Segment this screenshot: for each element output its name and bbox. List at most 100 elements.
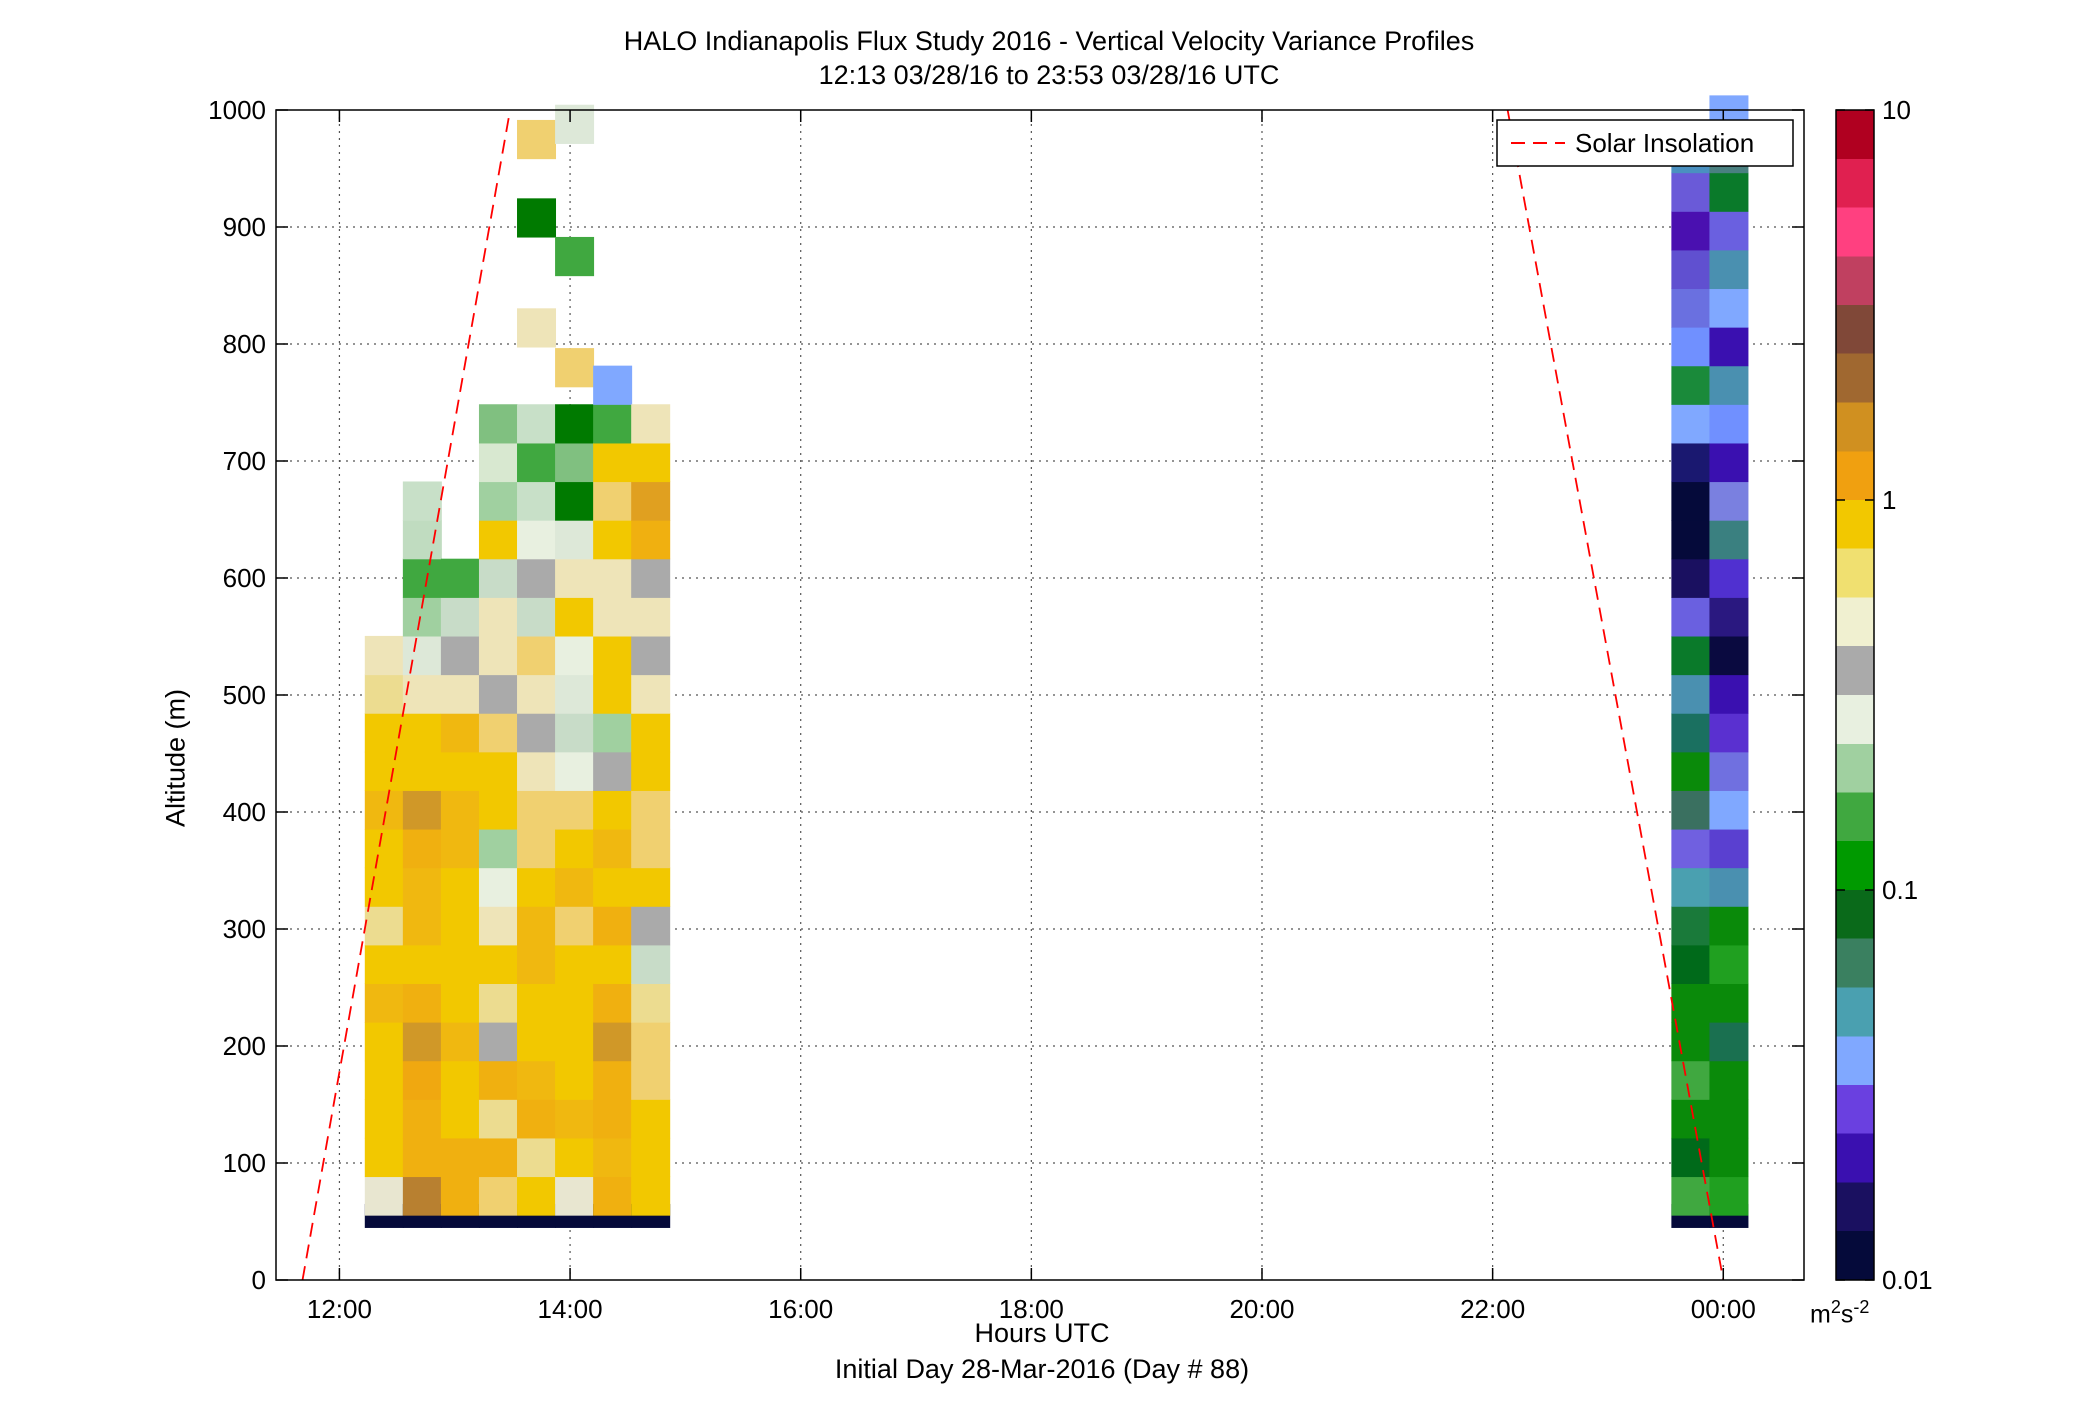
heatmap-cell — [517, 198, 557, 238]
chart-subtitle: 12:13 03/28/16 to 23:53 03/28/16 UTC — [818, 60, 1280, 90]
heatmap-cell — [478, 983, 518, 1023]
heatmap-cell — [555, 348, 595, 388]
heatmap-cell — [1671, 983, 1711, 1023]
heatmap-cell — [517, 119, 557, 160]
heatmap-cell — [478, 1099, 518, 1139]
y-tick-label: 400 — [223, 797, 266, 827]
heatmap-cell — [593, 1022, 633, 1062]
heatmap-cell — [440, 944, 480, 985]
heatmap-cell — [593, 944, 633, 985]
heatmap-cell — [1709, 751, 1749, 791]
heatmap-cell — [555, 404, 595, 444]
heatmap-cell — [517, 674, 557, 714]
heatmap-cell — [517, 1099, 557, 1139]
heatmap-cell — [631, 635, 671, 676]
heatmap-cell — [364, 906, 404, 946]
heatmap-cell — [1709, 442, 1749, 483]
heatmap-cell — [517, 481, 557, 521]
heatmap-cell — [1671, 249, 1711, 290]
heatmap-cell — [631, 1099, 671, 1139]
heatmap-cell — [631, 1022, 671, 1062]
heatmap-cell — [631, 867, 671, 907]
x-tick-label: 18:00 — [999, 1294, 1064, 1324]
heatmap-cell — [631, 520, 671, 560]
heatmap-cell — [440, 635, 480, 676]
heatmap-cell — [1671, 1137, 1711, 1178]
heatmap-cell — [1671, 211, 1711, 251]
heatmap-cell — [1671, 597, 1711, 637]
heatmap-cell — [402, 1022, 442, 1062]
heatmap-cell — [1671, 365, 1711, 405]
heatmap-cell — [1671, 751, 1711, 791]
heatmap-cell — [364, 751, 404, 791]
heatmap-cell — [517, 635, 557, 676]
heatmap-cell — [1671, 635, 1711, 676]
heatmap-cell — [555, 1137, 595, 1178]
heatmap-cell — [478, 751, 518, 791]
heatmap-cell — [631, 906, 671, 946]
heatmap-cell — [1709, 597, 1749, 637]
heatmap-cell — [1709, 1022, 1749, 1062]
heatmap-cell — [517, 308, 557, 348]
heatmap-cell — [1709, 327, 1749, 367]
heatmap-cell — [478, 635, 518, 676]
heatmap-cell — [1709, 249, 1749, 290]
unit-mid: s — [1840, 1300, 1854, 1329]
heatmap-cell — [1709, 211, 1749, 251]
heatmap-cell — [631, 713, 671, 753]
legend: Solar Insolation — [1496, 119, 1794, 167]
heatmap-cell — [593, 1137, 633, 1178]
heatmap-cell — [555, 635, 595, 676]
y-tick-label: 0 — [252, 1265, 266, 1295]
heatmap-cell — [631, 751, 671, 791]
solar-insolation-line-1 — [1506, 109, 1725, 1281]
heatmap-cell — [478, 906, 518, 946]
heatmap-cell — [440, 558, 480, 598]
heatmap-cell — [478, 442, 518, 483]
heatmap-cell — [402, 674, 442, 714]
heatmap-cell — [402, 1099, 442, 1139]
heatmap-cell — [631, 597, 671, 637]
heatmap-cell — [631, 404, 671, 444]
heatmap-cell — [364, 867, 404, 907]
heatmap-cell — [478, 597, 518, 637]
heatmap-cell — [1671, 172, 1711, 212]
colorbar-unit-label: m2s-2 — [1810, 1297, 1869, 1329]
y-tick-label: 100 — [223, 1148, 266, 1178]
heatmap-cell — [593, 365, 633, 405]
heatmap-cell — [517, 558, 557, 598]
heatmap-cell — [440, 1022, 480, 1062]
heatmap-cell — [593, 713, 633, 753]
heatmap-cell — [1709, 906, 1749, 946]
heatmap-cell — [1671, 1022, 1711, 1062]
heatmap-cell — [478, 867, 518, 907]
heatmap-cell — [1671, 558, 1711, 598]
heatmap-cell — [555, 520, 595, 560]
heatmap-cell — [631, 828, 671, 869]
heatmap-cell — [1671, 520, 1711, 560]
heatmap-cell — [517, 1022, 557, 1062]
heatmap-cell — [364, 1022, 404, 1062]
heatmap-cell — [517, 751, 557, 791]
heatmap-cell — [1671, 481, 1711, 521]
heatmap-cell — [478, 1137, 518, 1178]
heatmap-cell — [402, 790, 442, 830]
heatmap-cell — [1671, 1099, 1711, 1139]
heatmap-cell — [364, 635, 404, 676]
heatmap-cell — [517, 1137, 557, 1178]
heatmap-cell — [402, 520, 442, 560]
heatmap-cell — [364, 944, 404, 985]
heatmap-cell — [1671, 327, 1711, 367]
initial-day-label: Initial Day 28-Mar-2016 (Day # 88) — [834, 1354, 1250, 1384]
heatmap-cell — [555, 713, 595, 753]
colorbar-gradient-rect — [1835, 109, 1875, 1281]
heatmap-cell — [1671, 944, 1711, 985]
heatmap-cell — [517, 867, 557, 907]
x-axis-label: Hours UTC — [974, 1318, 1110, 1348]
heatmap-cell — [593, 983, 633, 1023]
heatmap-cell — [1671, 674, 1711, 714]
heatmap-cell — [440, 790, 480, 830]
heatmap-cell — [1671, 1060, 1711, 1100]
x-ticks: 12:00 14:00 16:00 18:00 20:00 22:00 00:00 — [307, 110, 1756, 1324]
heatmap-cell — [440, 828, 480, 869]
